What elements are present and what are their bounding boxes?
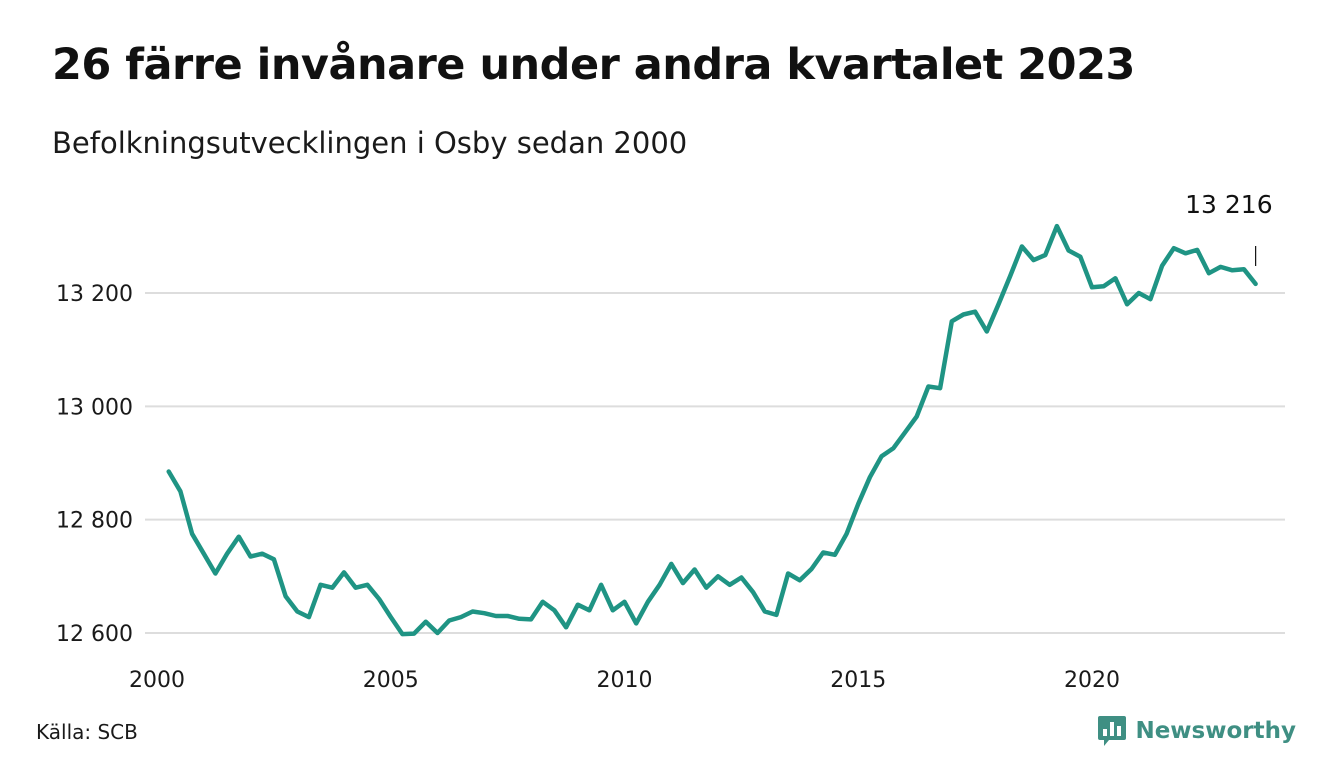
brand-logo[interactable]: Newsworthy [1097,714,1296,748]
x-tick-label: 2015 [830,668,886,693]
source-credit: Källa: SCB [36,720,138,744]
series-group [166,223,1258,637]
y-tick-label: 12 600 [56,622,133,647]
chart-title: 26 färre invånare under andra kvartalet … [52,40,1135,90]
y-tick-label: 13 000 [56,395,133,420]
y-tick-label: 13 200 [56,282,133,307]
newsworthy-logo-icon [1098,716,1127,746]
gridlines [145,292,1285,634]
end-value-label: 13 216 [1185,190,1272,219]
series-line [166,223,1258,637]
y-axis-ticks: 12 600 12 800 13 000 13 200 [56,282,133,647]
x-tick-label: 2005 [363,668,419,693]
x-tick-label: 2010 [597,668,653,693]
y-tick-label: 12 800 [56,509,133,534]
annotation-group: 13 216 [1185,190,1273,266]
x-tick-label: 2020 [1064,668,1120,693]
brand-name: Newsworthy [1135,718,1296,744]
chart-subtitle: Befolkningsutvecklingen i Osby sedan 200… [52,126,688,160]
x-axis-ticks: 2000 2005 2010 2015 2020 [129,668,1120,693]
x-tick-label: 2000 [129,668,185,693]
